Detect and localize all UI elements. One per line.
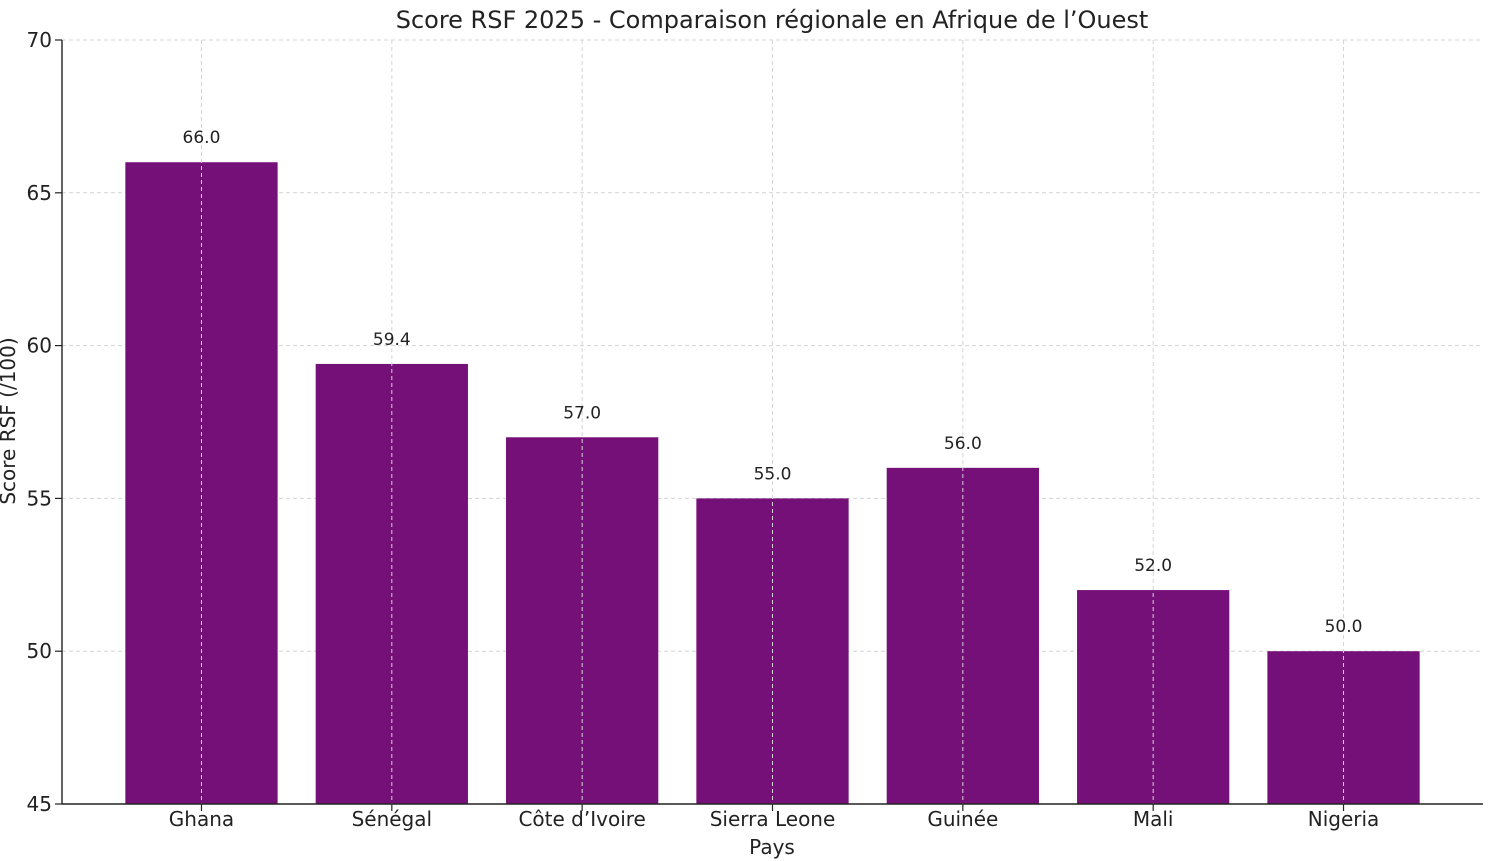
bar-value-label: 66.0 bbox=[183, 128, 221, 148]
y-axis-title: Score RSF (/100) bbox=[0, 337, 20, 504]
bar-value-label: 52.0 bbox=[1134, 556, 1172, 576]
chart-title: Score RSF 2025 - Comparaison régionale e… bbox=[396, 6, 1149, 34]
bar-value-label: 57.0 bbox=[563, 403, 601, 423]
x-axis-title: Pays bbox=[749, 835, 795, 859]
x-tick-label: Ghana bbox=[169, 807, 234, 831]
y-tick-label: 60 bbox=[27, 334, 52, 358]
y-tick-label: 70 bbox=[27, 28, 52, 52]
ticks-layer bbox=[55, 39, 1345, 811]
x-tick-label: Mali bbox=[1133, 807, 1174, 831]
x-tick-label: Nigeria bbox=[1308, 807, 1380, 831]
y-tick-label: 65 bbox=[27, 181, 52, 205]
x-tick-label: Guinée bbox=[927, 807, 998, 831]
labels-layer: 45 50 55 60 65 70 66.0 Ghana 59.4 Sénégal 57.0 Côte… bbox=[27, 28, 1380, 831]
bar-value-label: 55.0 bbox=[754, 464, 792, 484]
bar-value-label: 59.4 bbox=[373, 330, 411, 350]
x-tick-label: Côte d’Ivoire bbox=[518, 807, 645, 831]
y-tick-label: 50 bbox=[27, 639, 52, 663]
x-tick-label: Sénégal bbox=[352, 807, 433, 831]
bars-layer bbox=[125, 40, 1420, 805]
bar-value-label: 56.0 bbox=[944, 434, 982, 454]
y-tick-label: 55 bbox=[27, 486, 52, 510]
bar bbox=[315, 363, 468, 804]
y-tick-label: 45 bbox=[27, 792, 52, 816]
x-tick-label: Sierra Leone bbox=[710, 807, 836, 831]
bar-value-label: 50.0 bbox=[1325, 617, 1363, 637]
